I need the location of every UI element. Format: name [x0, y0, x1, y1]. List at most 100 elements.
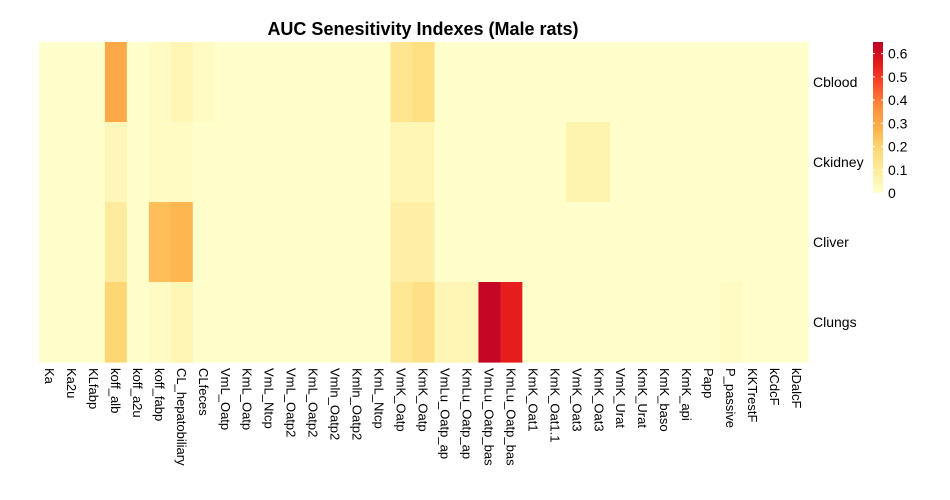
row-label: Ckidney: [813, 154, 864, 170]
heatmap-cell: [610, 282, 633, 363]
heatmap-cell: [632, 42, 655, 123]
heatmap-cell: [478, 122, 501, 203]
row-label: Cblood: [813, 74, 857, 90]
column-label: KKTrestF: [745, 368, 760, 422]
heatmap-cell: [654, 42, 677, 123]
heatmap-cell: [60, 202, 84, 283]
legend-tick-label: 0.2: [888, 139, 908, 155]
heatmap-cell: [104, 202, 128, 283]
heatmap-cell: [126, 202, 150, 283]
heatmap-cell: [742, 42, 765, 123]
heatmap-cell: [522, 42, 545, 123]
column-label: kCdcF: [767, 368, 782, 406]
heatmap-cell: [720, 282, 743, 363]
heatmap-cell: [676, 122, 699, 203]
heatmap-cell: [544, 282, 567, 363]
heatmap-cell: [368, 42, 392, 123]
column-label: VmK_Oat3: [569, 368, 584, 432]
heatmap-cell: [104, 122, 128, 203]
heatmap-cell: [412, 122, 436, 203]
heatmap-cell: [236, 42, 260, 123]
heatmap-cell: [148, 42, 172, 123]
column-label: VmL_Ntcp: [262, 368, 277, 429]
legend-tick-label: 0.3: [888, 115, 908, 131]
heatmap-cell: [764, 122, 787, 203]
heatmap-cell: [390, 122, 414, 203]
heatmap-cell: [170, 202, 194, 283]
heatmap-cell: [214, 122, 238, 203]
heatmap-cell: [39, 42, 62, 123]
heatmap-cell: [720, 202, 743, 283]
heatmap-cell: [588, 202, 611, 283]
heatmap-cell: [390, 202, 414, 283]
heatmap-cell: [588, 122, 611, 203]
heatmap-cell: [742, 122, 765, 203]
heatmap-cells: [39, 42, 809, 363]
heatmap-cell: [170, 122, 194, 203]
heatmap-cell: [632, 202, 655, 283]
heatmap-cell: [500, 282, 523, 363]
heatmap-cell: [148, 282, 172, 363]
heatmap-cell: [302, 202, 326, 283]
heatmap-cell: [698, 282, 721, 363]
heatmap-cell: [39, 282, 62, 363]
column-label: koff_a2u: [130, 368, 145, 418]
column-label: Vmln_Oatp2: [328, 368, 343, 440]
column-label: CL_hepatobiliary: [174, 368, 189, 466]
row-labels: Cblood Ckidney Cliver Clungs: [813, 74, 864, 330]
heatmap-cell: [324, 122, 348, 203]
heatmap-cell: [39, 202, 62, 283]
heatmap-cell: [82, 122, 106, 203]
heatmap-cell: [522, 202, 545, 283]
heatmap-cell: [192, 282, 216, 363]
heatmap-cell: [258, 282, 282, 363]
heatmap-cell: [302, 122, 326, 203]
heatmap-cell: [214, 282, 238, 363]
column-label: koff_alb: [108, 368, 123, 413]
heatmap-cell: [302, 282, 326, 363]
heatmap-cell: [324, 42, 348, 123]
column-label: koff_fabp: [152, 368, 167, 421]
heatmap-cell: [698, 202, 721, 283]
heatmap-cell: [588, 282, 611, 363]
chart-title: AUC Senesitivity Indexes (Male rats): [267, 19, 578, 39]
column-label: KmK_Oat3: [591, 368, 606, 432]
heatmap-cell: [368, 202, 392, 283]
column-label: KmK_Urat: [635, 368, 650, 428]
heatmap-cell: [654, 202, 677, 283]
heatmap-cell: [500, 202, 523, 283]
heatmap-cell: [148, 202, 172, 283]
heatmap-cell: [236, 282, 260, 363]
column-labels: Ka Ka2u KLfabp koff_alb koff_a2u koff_fabp CL_…: [42, 368, 804, 466]
heatmap-cell: [192, 122, 216, 203]
heatmap-cell: [478, 202, 501, 283]
heatmap-cell: [654, 282, 677, 363]
column-label: KmLu_Oatp_ap: [459, 368, 474, 459]
heatmap-cell: [500, 122, 523, 203]
row-label: Cliver: [813, 234, 849, 250]
heatmap-cell: [412, 202, 436, 283]
column-label: P_passive: [723, 368, 738, 428]
heatmap-cell: [368, 122, 392, 203]
heatmap-cell: [720, 122, 743, 203]
legend-tick-label: 0.5: [888, 69, 908, 85]
heatmap-cell: [324, 202, 348, 283]
column-label: VmK_Oatp: [394, 368, 409, 432]
heatmap-cell: [566, 282, 589, 363]
heatmap-cell: [170, 282, 194, 363]
column-label: KmK_Oat1: [525, 368, 540, 432]
heatmap-cell: [522, 282, 545, 363]
heatmap-cell: [60, 282, 84, 363]
heatmap-cell: [280, 42, 304, 123]
heatmap-cell: [214, 202, 238, 283]
column-label: Ka2u: [64, 368, 79, 398]
heatmap-cell: [412, 42, 436, 123]
heatmap-cell: [82, 282, 106, 363]
heatmap-cell: [126, 42, 150, 123]
heatmap-cell: [434, 122, 458, 203]
heatmap-cell: [148, 122, 172, 203]
heatmap-cell: [126, 282, 150, 363]
heatmap-cell: [588, 42, 611, 123]
heatmap-cell: [236, 202, 260, 283]
heatmap-cell: [258, 202, 282, 283]
